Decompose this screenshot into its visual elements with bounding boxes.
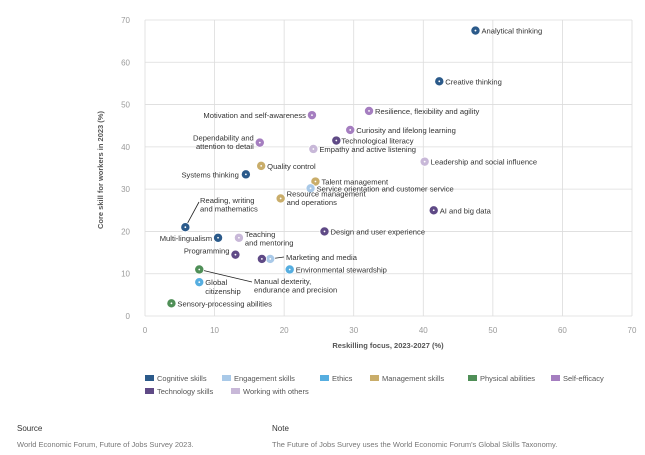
data-point-center	[234, 253, 237, 256]
legend-swatch	[320, 375, 329, 381]
data-point-center	[198, 268, 201, 271]
data-point-center	[217, 236, 219, 239]
point-label: Resource management and operations	[287, 189, 367, 207]
point-label: Teaching and mentoring	[245, 230, 294, 248]
legend-swatch	[145, 375, 154, 381]
x-tick-label: 0	[143, 326, 148, 335]
data-point-center	[335, 139, 338, 142]
legend: Cognitive skills Engagement skills Ethics M…	[145, 374, 604, 396]
point-label: Manual dexterity, endurance and precision	[254, 277, 337, 295]
point-label: Analytical thinking	[481, 27, 542, 36]
source-heading: Source	[17, 424, 43, 433]
point-label: Quality control	[267, 162, 316, 171]
x-tick-label: 50	[488, 326, 497, 335]
point-label: Dependability and attention to detail	[193, 134, 254, 152]
chart-grid	[144, 19, 633, 317]
point-label: Leadership and social influence	[431, 158, 537, 167]
source-text: World Economic Forum, Future of Jobs Sur…	[17, 440, 194, 449]
data-point-center	[269, 258, 272, 260]
legend-label: Cognitive skills	[157, 374, 207, 383]
point-label: Talent management	[321, 178, 389, 187]
legend-label: Technology skills	[157, 387, 214, 396]
data-point-center	[312, 148, 315, 150]
point-label: Resilience, flexibility and agility	[375, 107, 479, 116]
legend-label: Self-efficacy	[563, 374, 604, 383]
point-label: Environmental stewardship	[296, 265, 387, 274]
x-tick-label: 60	[558, 326, 567, 335]
x-tick-label: 70	[628, 326, 637, 335]
data-point-center	[368, 110, 370, 112]
point-label: Programming	[184, 247, 230, 256]
data-points	[166, 25, 481, 309]
point-labels: Analytical thinking Creative thinking Resi…	[160, 27, 543, 309]
y-tick-label: 40	[121, 143, 130, 152]
leader-line	[199, 269, 253, 283]
data-point-center	[184, 226, 187, 229]
point-label: Creative thinking	[445, 77, 502, 86]
data-point-center	[260, 164, 263, 167]
y-tick-label: 10	[121, 270, 130, 279]
point-label: Global citizenship	[205, 278, 240, 296]
data-point-center	[311, 114, 313, 117]
y-tick-label: 30	[121, 185, 130, 194]
legend-swatch	[145, 388, 154, 394]
point-label: Reading, writing and mathematics	[200, 196, 258, 214]
data-point-center	[258, 141, 261, 144]
legend-swatch	[551, 375, 560, 381]
data-point-center	[279, 197, 282, 200]
legend-swatch	[370, 375, 379, 381]
legend-label: Engagement skills	[234, 374, 295, 383]
y-tick-label: 20	[121, 227, 130, 236]
data-point-center	[198, 281, 201, 284]
x-tick-label: 10	[210, 326, 219, 335]
data-point-center	[309, 187, 312, 190]
y-axis-title: Core skill for workers in 2023 (%)	[96, 111, 105, 229]
data-point-center	[438, 80, 441, 83]
legend-swatch	[231, 388, 240, 394]
legend-swatch	[222, 375, 231, 381]
note-heading: Note	[272, 424, 289, 433]
y-tick-label: 70	[121, 16, 130, 25]
data-point-center	[349, 129, 352, 131]
legend-label: Working with others	[243, 387, 309, 396]
point-label: Empathy and active listening	[319, 145, 416, 154]
point-label: Multi-lingualism	[160, 234, 212, 243]
point-label: Service orientation and customer service	[317, 184, 454, 193]
data-point-center	[432, 209, 435, 212]
point-label: AI and big data	[440, 206, 492, 215]
data-point-center	[238, 236, 240, 239]
axis-ticks: 0 10 20 30 40 50 60 70 0 10 20 30 40 50 60 70	[121, 16, 637, 335]
legend-label: Management skills	[382, 374, 444, 383]
point-label: Curiosity and lifelong learning	[356, 126, 456, 135]
data-point-center	[323, 230, 326, 233]
point-label: Sensory-processing abilities	[177, 299, 272, 308]
data-point-center	[260, 258, 263, 260]
point-label: Motivation and self-awareness	[203, 111, 306, 120]
note-text: The Future of Jobs Survey uses the World…	[272, 440, 558, 449]
data-point-center	[423, 160, 426, 163]
legend-label: Physical abilities	[480, 374, 535, 383]
legend-swatch	[468, 375, 477, 381]
x-tick-label: 20	[280, 326, 289, 335]
point-label: Marketing and media	[286, 253, 358, 262]
point-label: Design and user experience	[330, 227, 425, 236]
data-point-center	[474, 29, 477, 32]
x-axis-title: Reskilling focus, 2023-2027 (%)	[332, 341, 444, 350]
data-point-center	[288, 268, 291, 271]
point-label: Technological literacy	[341, 137, 413, 146]
data-point-center	[244, 173, 247, 176]
point-label: Systems thinking	[181, 170, 238, 179]
x-tick-label: 40	[419, 326, 428, 335]
x-tick-label: 30	[349, 326, 358, 335]
data-point-center	[170, 302, 173, 305]
legend-label: Ethics	[332, 374, 353, 383]
y-tick-label: 60	[121, 58, 130, 67]
data-point-center	[314, 180, 317, 183]
y-tick-label: 0	[126, 312, 131, 321]
y-tick-label: 50	[121, 101, 130, 110]
